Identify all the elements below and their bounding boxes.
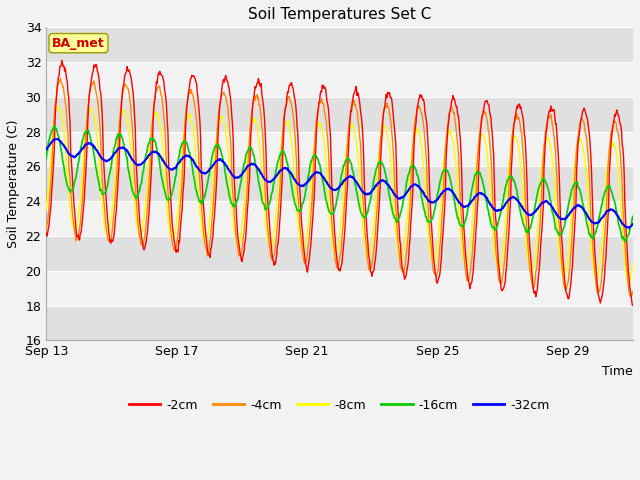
Bar [46, 306, 633, 340]
Bar [46, 62, 633, 97]
Y-axis label: Soil Temperature (C): Soil Temperature (C) [7, 120, 20, 248]
Text: BA_met: BA_met [52, 36, 105, 49]
Bar [46, 201, 633, 236]
Bar [46, 236, 633, 271]
Bar [46, 271, 633, 306]
Legend: -2cm, -4cm, -8cm, -16cm, -32cm: -2cm, -4cm, -8cm, -16cm, -32cm [124, 394, 555, 417]
Bar [46, 167, 633, 201]
Bar [46, 97, 633, 132]
Bar [46, 132, 633, 167]
Title: Soil Temperatures Set C: Soil Temperatures Set C [248, 7, 431, 22]
X-axis label: Time: Time [602, 365, 633, 378]
Bar [46, 27, 633, 62]
